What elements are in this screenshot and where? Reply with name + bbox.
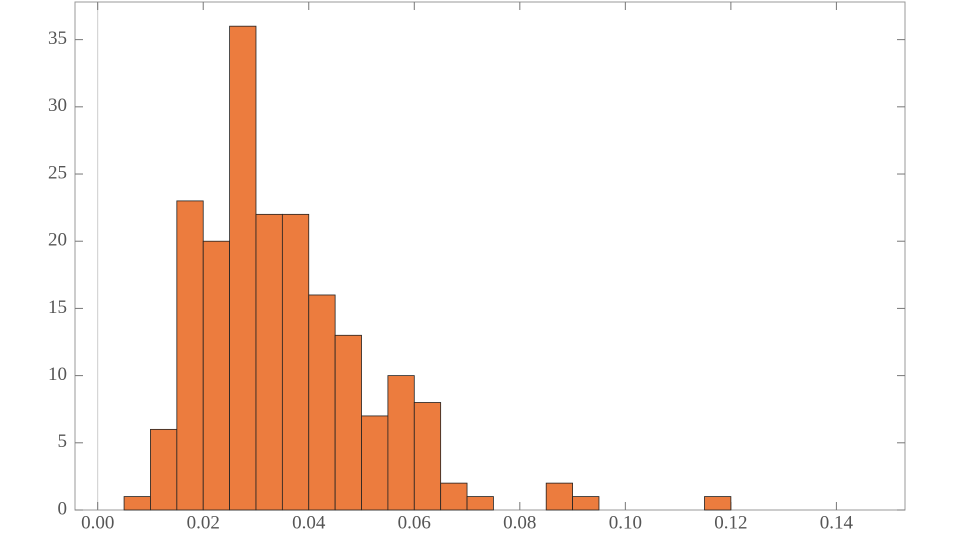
x-tick-label: 0.06 xyxy=(398,512,431,533)
bar xyxy=(334,334,362,511)
x-tick-label: 0.14 xyxy=(820,512,854,533)
bar xyxy=(150,428,178,511)
y-tick-label: 0 xyxy=(58,498,68,519)
y-tick-label: 15 xyxy=(48,297,67,318)
x-tick-label: 0.04 xyxy=(292,512,326,533)
bar xyxy=(255,213,283,511)
bar xyxy=(545,482,573,511)
bar xyxy=(466,496,494,511)
bar xyxy=(361,415,389,511)
x-tick-label: 0.08 xyxy=(503,512,536,533)
y-tick-label: 20 xyxy=(48,230,67,251)
x-tick-label: 0.12 xyxy=(714,512,747,533)
y-tick-label: 10 xyxy=(48,364,67,385)
y-tick-label: 5 xyxy=(58,431,68,452)
y-tick-label: 25 xyxy=(48,162,67,183)
bar xyxy=(572,496,600,511)
y-tick-label: 30 xyxy=(48,95,67,116)
x-tick-label: 0.02 xyxy=(187,512,220,533)
bar xyxy=(387,375,415,511)
bar xyxy=(308,294,336,511)
x-tick-label: 0.10 xyxy=(609,512,642,533)
bar xyxy=(176,200,204,511)
x-tick-label: 0.00 xyxy=(81,512,114,533)
bar xyxy=(123,496,151,511)
bar xyxy=(704,496,732,511)
bar xyxy=(281,213,310,511)
bar xyxy=(413,402,442,511)
bar xyxy=(229,25,257,511)
bar xyxy=(440,482,468,511)
y-tick-label: 35 xyxy=(48,28,67,49)
bar xyxy=(202,240,231,511)
